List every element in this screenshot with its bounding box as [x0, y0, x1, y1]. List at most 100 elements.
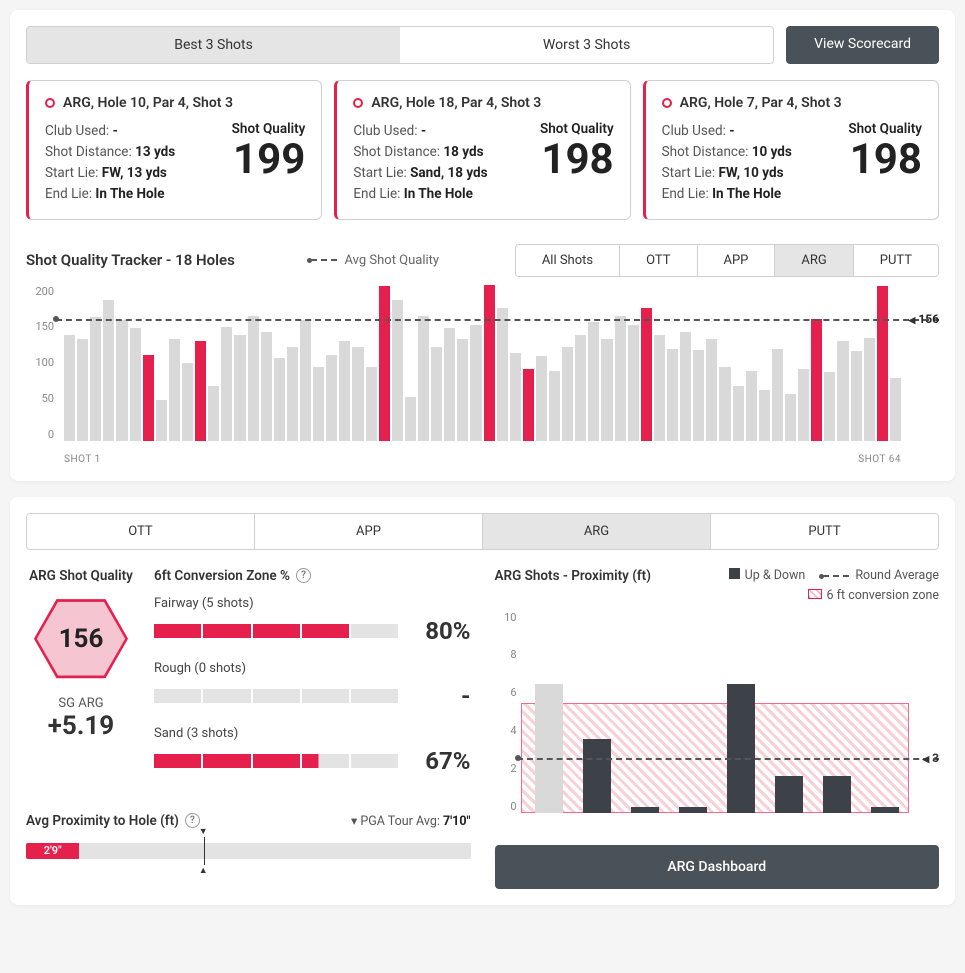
filter-arg[interactable]: ARG [775, 245, 853, 276]
prox-bar[interactable] [631, 807, 659, 813]
tab-ott[interactable]: OTT [27, 514, 255, 549]
tracker-bar[interactable] [313, 367, 324, 441]
view-scorecard-button[interactable]: View Scorecard [786, 26, 939, 64]
avg-line [56, 319, 939, 321]
tracker-bar[interactable] [759, 390, 770, 441]
tracker-bar[interactable] [169, 339, 180, 440]
tracker-bar[interactable] [484, 285, 495, 440]
tracker-bar[interactable] [680, 332, 691, 441]
tab-arg[interactable]: ARG [483, 514, 711, 549]
tracker-bar[interactable] [431, 347, 442, 441]
tracker-bar[interactable] [811, 319, 822, 441]
tracker-bar[interactable] [379, 286, 390, 440]
prox-bar[interactable] [679, 807, 707, 813]
help-icon[interactable]: ? [296, 568, 311, 583]
tracker-bar[interactable] [444, 328, 455, 441]
tracker-bar[interactable] [300, 320, 311, 441]
shot-card[interactable]: ARG, Hole 18, Par 4, Shot 3 Club Used: -… [334, 80, 630, 220]
tracker-bar[interactable] [261, 332, 272, 441]
conv-label: Rough (0 shots) [154, 661, 471, 676]
tracker-bar[interactable] [654, 335, 665, 440]
tracker-bar[interactable] [615, 316, 626, 441]
tracker-bar[interactable] [116, 320, 127, 441]
shot-card[interactable]: ARG, Hole 10, Par 4, Shot 3 Club Used: -… [26, 80, 322, 220]
tracker-bar[interactable] [523, 369, 534, 441]
tracker-bar[interactable] [746, 371, 757, 441]
tracker-bar[interactable] [130, 328, 141, 441]
tracker-bar[interactable] [156, 400, 167, 441]
conversion-row: Rough (0 shots) - [154, 661, 471, 710]
tracker-bar[interactable] [588, 322, 599, 441]
prox-bar[interactable] [871, 807, 899, 813]
tracker-bar[interactable] [366, 367, 377, 441]
best-shots-btn[interactable]: Best 3 Shots [27, 27, 400, 63]
tracker-bar[interactable] [457, 339, 468, 440]
tracker-bar[interactable] [837, 341, 848, 441]
prox-bar[interactable] [583, 739, 611, 812]
tracker-bar[interactable] [326, 355, 337, 441]
tracker-bar[interactable] [877, 286, 888, 440]
tracker-bar[interactable] [851, 351, 862, 441]
tracker-bar[interactable] [864, 338, 875, 441]
tracker-bar[interactable] [575, 335, 586, 440]
tracker-bar[interactable] [693, 350, 704, 440]
tracker-bar[interactable] [77, 339, 88, 440]
tracker-bar[interactable] [667, 349, 678, 440]
tracker-bar[interactable] [497, 308, 508, 441]
quality-block: ARG Shot Quality 156 SG ARG +5.19 [26, 568, 136, 741]
tracker-bar[interactable] [221, 327, 232, 441]
tracker-bar[interactable] [287, 347, 298, 441]
tracker-bar[interactable] [182, 363, 193, 441]
filter-all-shots[interactable]: All Shots [516, 245, 620, 276]
tracker-bar[interactable] [798, 369, 809, 441]
tab-putt[interactable]: PUTT [711, 514, 938, 549]
tracker-bar[interactable] [536, 356, 547, 440]
tracker-bar[interactable] [339, 341, 350, 441]
tracker-bar[interactable] [248, 316, 259, 441]
filter-ott[interactable]: OTT [620, 245, 697, 276]
tracker-bar[interactable] [195, 341, 206, 441]
tracker-bar[interactable] [641, 308, 652, 441]
prox-bar[interactable] [775, 776, 803, 813]
conversion-title: 6ft Conversion Zone % ? [154, 568, 471, 584]
tracker-bar[interactable] [234, 335, 245, 440]
tracker-bar[interactable] [470, 325, 481, 440]
prox-bar[interactable] [823, 776, 851, 813]
tracker-bar[interactable] [890, 378, 901, 440]
tracker-bar[interactable] [208, 386, 219, 441]
tracker-bar[interactable] [601, 339, 612, 440]
tracker-bar[interactable] [719, 367, 730, 441]
tracker-bar[interactable] [785, 394, 796, 441]
filter-app[interactable]: APP [698, 245, 776, 276]
sq-value: 198 [848, 137, 922, 183]
tracker-bar[interactable] [733, 386, 744, 441]
tracker-bar[interactable] [549, 371, 560, 441]
tracker-bar[interactable] [392, 300, 403, 440]
arg-dashboard-button[interactable]: ARG Dashboard [495, 845, 940, 889]
proximity-title: Avg Proximity to Hole (ft) ? [26, 813, 200, 829]
tracker-bar[interactable] [352, 347, 363, 441]
tab-app[interactable]: APP [255, 514, 483, 549]
prox-bar[interactable] [727, 684, 755, 813]
proximity-marker [204, 837, 205, 865]
filter-putt[interactable]: PUTT [854, 245, 938, 276]
tracker-bar[interactable] [103, 300, 114, 440]
tracker-bar[interactable] [418, 316, 429, 441]
prox-bar[interactable] [535, 684, 563, 813]
tracker-bar[interactable] [274, 358, 285, 441]
tracker-bar[interactable] [510, 353, 521, 441]
tracker-bar[interactable] [824, 372, 835, 441]
prox-legend: Up & Down Round Average [729, 568, 939, 583]
tracker-bar[interactable] [706, 339, 717, 440]
tracker-bar[interactable] [772, 349, 783, 441]
tracker-bar[interactable] [405, 397, 416, 441]
card-title: ARG, Hole 18, Par 4, Shot 3 [353, 95, 613, 111]
tracker-bar[interactable] [64, 335, 75, 440]
shot-card[interactable]: ARG, Hole 7, Par 4, Shot 3 Club Used: - … [643, 80, 939, 220]
tracker-bar[interactable] [628, 325, 639, 440]
tracker-bar[interactable] [143, 355, 154, 441]
tracker-bar[interactable] [562, 347, 573, 441]
worst-shots-btn[interactable]: Worst 3 Shots [400, 27, 773, 63]
tracker-bar[interactable] [90, 317, 101, 440]
help-icon[interactable]: ? [185, 813, 200, 828]
